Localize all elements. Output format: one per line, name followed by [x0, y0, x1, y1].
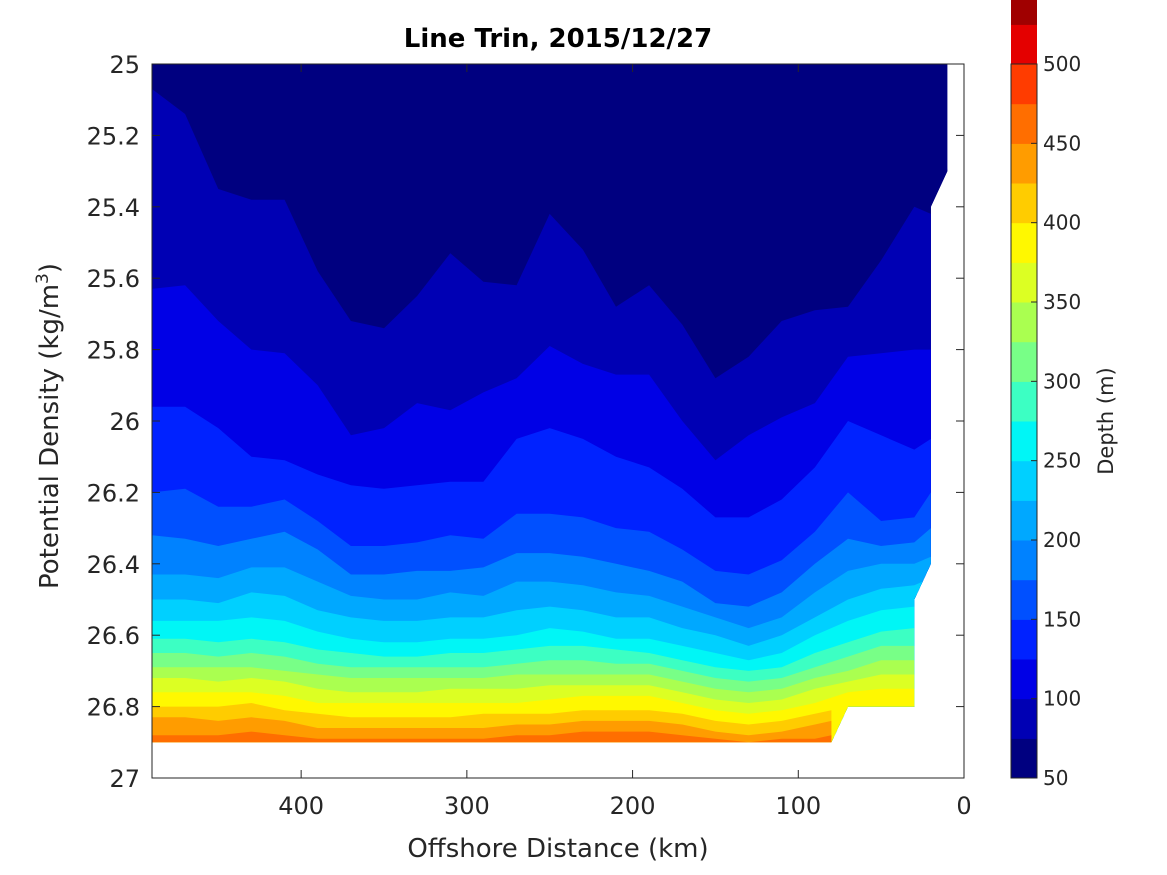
colorbar-band — [1011, 460, 1037, 501]
colorbar-tick-label: 300 — [1043, 369, 1081, 393]
y-axis-ticks: 25 25.2 25.4 25.6 25.8 26 26.2 26.4 26.6 26.8 27 — [87, 51, 964, 793]
plot-area — [151, 63, 965, 779]
colorbar-band — [1011, 579, 1037, 620]
colorbar-band — [1011, 103, 1037, 144]
colorbar-band — [1011, 738, 1037, 779]
colorbar-band — [1011, 698, 1037, 739]
x-tick-label: 400 — [278, 792, 324, 820]
colorbar-tick-label: 400 — [1043, 211, 1081, 235]
colorbar-band — [1011, 659, 1037, 700]
y-tick-label: 27 — [109, 765, 140, 793]
colorbar-bands — [1011, 0, 1037, 779]
y-axis-label-end: ) — [35, 263, 65, 273]
y-tick-label: 26.8 — [87, 694, 140, 722]
colorbar-tick-label: 250 — [1043, 449, 1081, 473]
y-tick-label: 26.6 — [87, 622, 140, 650]
x-axis-ticks: 400 300 200 100 0 — [278, 64, 972, 820]
contour-layer — [152, 64, 948, 743]
colorbar-band — [1011, 302, 1037, 343]
colorbar-band — [1011, 183, 1037, 224]
colorbar-band — [1011, 381, 1037, 422]
colorbar-band — [1011, 421, 1037, 462]
colorbar-tick-label: 350 — [1043, 290, 1081, 314]
y-tick-label: 25.2 — [87, 122, 140, 150]
x-axis-label: Offshore Distance (km) — [407, 834, 708, 864]
y-tick-label: 25 — [109, 51, 140, 79]
x-tick-label: 100 — [775, 792, 821, 820]
y-tick-label: 25.4 — [87, 194, 140, 222]
colorbar-tick-label: 50 — [1043, 766, 1068, 790]
colorbar-ticks: 50 100 150 200 250 300 350 400 450 500 — [1031, 52, 1081, 790]
y-tick-label: 25.6 — [87, 265, 140, 293]
y-tick-label: 26 — [109, 408, 140, 436]
colorbar-band — [1011, 619, 1037, 660]
x-tick-label: 300 — [444, 792, 490, 820]
chart-title: Line Trin, 2015/12/27 — [404, 24, 712, 54]
colorbar-band — [1011, 0, 1037, 25]
y-tick-label: 26.4 — [87, 551, 140, 579]
x-tick-label: 0 — [956, 792, 971, 820]
colorbar-band — [1011, 64, 1037, 105]
colorbar-band — [1011, 262, 1037, 303]
colorbar-tick-label: 500 — [1043, 52, 1081, 76]
colorbar-tick-label: 150 — [1043, 607, 1081, 631]
y-axis-label: Potential Density (kg/m3) — [33, 263, 65, 589]
colorbar-band — [1011, 222, 1037, 263]
y-axis-label-main: Potential Density (kg/m — [35, 284, 65, 589]
colorbar-band — [1011, 143, 1037, 184]
colorbar-frame — [1010, 63, 1038, 779]
colorbar-band — [1011, 540, 1037, 581]
colorbar-label: Depth (m) — [1094, 367, 1118, 474]
colorbar-tick-label: 100 — [1043, 687, 1081, 711]
colorbar: 50 100 150 200 250 300 350 400 450 500 Depth (m) — [1010, 0, 1118, 790]
y-axis-label-superscript: 3 — [33, 273, 53, 284]
y-tick-label: 25.8 — [87, 337, 140, 365]
colorbar-tick-label: 450 — [1043, 131, 1081, 155]
colorbar-band — [1011, 341, 1037, 382]
colorbar-tick-label: 200 — [1043, 528, 1081, 552]
colorbar-band — [1011, 24, 1037, 65]
x-tick-label: 200 — [610, 792, 656, 820]
y-tick-label: 26.2 — [87, 479, 140, 507]
colorbar-band — [1011, 500, 1037, 541]
